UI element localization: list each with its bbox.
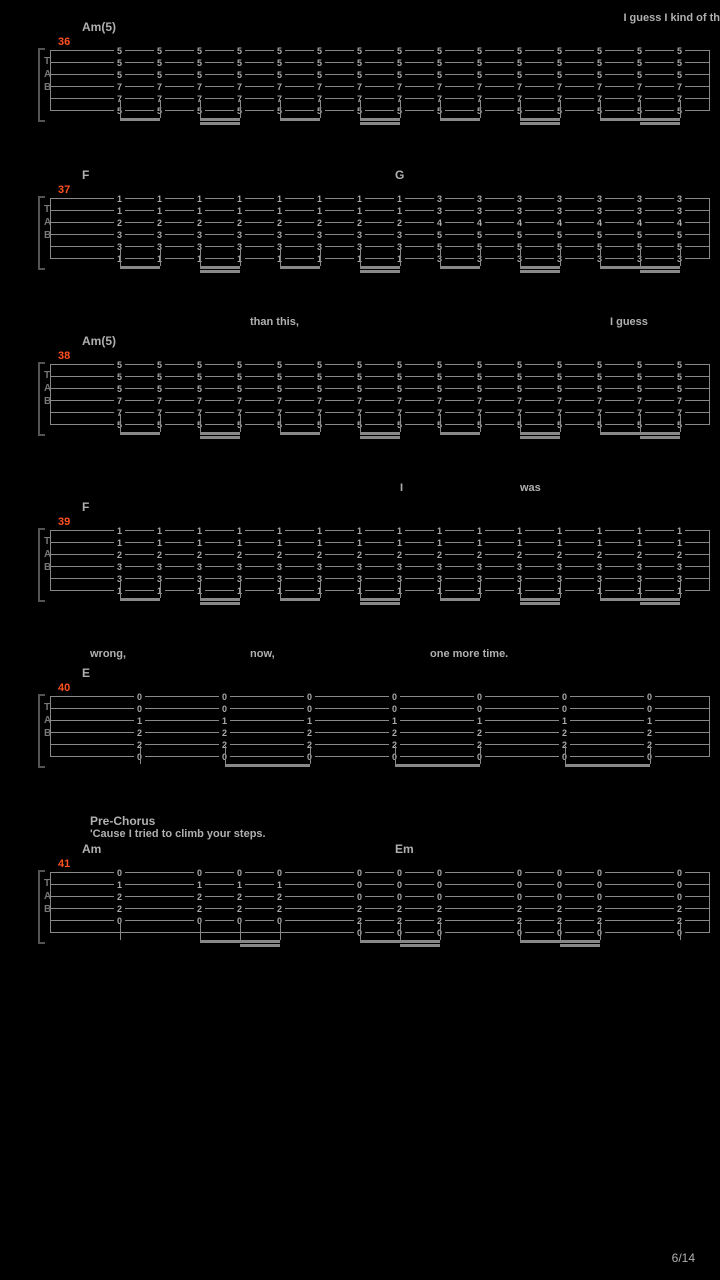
chord-symbol: Am(5) [82,334,116,348]
measure-block: Pre-Chorus 'Cause I tried to climb your … [0,814,720,960]
chord-row: Am(5) [0,334,720,350]
beams [50,760,710,780]
chord-symbol: Am [82,842,101,856]
lyric-row: Iwas [0,482,720,498]
section-label: Pre-Chorus [90,814,155,828]
chord-symbol: G [395,168,404,182]
measure-block: than this, I guess Am(5) 38 TAB 5557755557… [0,316,720,452]
chord-symbol: Em [395,842,414,856]
lyric-text: than this, [250,316,299,328]
tab-staff: 0012200012200012200012200012200012200012… [50,696,710,756]
chord-row: Am Em [0,842,720,858]
lyric-text: I [400,482,403,494]
measure-number: 38 [58,350,70,362]
beams [50,594,710,614]
measure-number: 40 [58,682,70,694]
tab-staff: 0122000122000122000122000002200002200002… [50,872,710,932]
lyric-text: now, [250,648,275,660]
measures-container: Am(5) 36 TAB 555775555775555775555775555… [0,20,720,960]
tab-staff: 5557755557755557755557755557755557755557… [50,364,710,424]
measure-number: 36 [58,36,70,48]
tab-container: 36 TAB 555775555775555775555775555775555… [50,38,710,138]
measure-number: 41 [58,858,70,870]
chord-row: F [0,500,720,516]
measure-number: 39 [58,516,70,528]
tab-container: 38 TAB 555775555775555775555775555775555… [50,352,710,452]
chord-symbol: E [82,666,90,680]
chord-symbol: Am(5) [82,20,116,34]
beams [50,262,710,282]
chord-row: E [0,666,720,682]
tab-staff: 5557755557755557755557755557755557755557… [50,50,710,110]
beams [50,114,710,134]
tab-staff: 1123311123311123311123311123311123311123… [50,530,710,590]
lyric-text: wrong, [90,648,126,660]
tab-container: 40 TAB 001220001220001220001220001220001… [50,684,710,784]
measure-block: FG 37 TAB 112331112331112331112331112331… [0,168,720,286]
tab-container: 37 TAB 112331112331112331112331112331112… [50,186,710,286]
beams [50,936,710,956]
measure-block: wrong, now, one more time. E 40 TAB 0012200… [0,648,720,784]
chord-row: FG [0,168,720,184]
lyric-row: than this, I guess [0,316,720,332]
tab-staff: 1123311123311123311123311123311123311123… [50,198,710,258]
chord-symbol: F [82,500,89,514]
lyric-text: one more time. [430,648,508,660]
chord-row: Am(5) [0,20,720,36]
page-number: 6/14 [672,1251,695,1265]
measure-block: Am(5) 36 TAB 555775555775555775555775555… [0,20,720,138]
beams [50,428,710,448]
lyric-text: I guess [610,316,648,328]
chord-symbol: F [82,168,89,182]
lyric-row: wrong, now, one more time. [0,648,720,664]
lyric-text: was [520,482,541,494]
measure-block: Iwas F 39 TAB 112331112331112331112331112… [0,482,720,618]
measure-number: 37 [58,184,70,196]
tab-container: 41 TAB 012200012200012200012200000220000… [50,860,710,960]
section-sublabel: 'Cause I tried to climb your steps. [90,828,266,840]
tab-container: 39 TAB 112331112331112331112331112331112… [50,518,710,618]
tab-page: I guess I kind of th Am(5) 36 TAB 555775… [0,0,720,1280]
